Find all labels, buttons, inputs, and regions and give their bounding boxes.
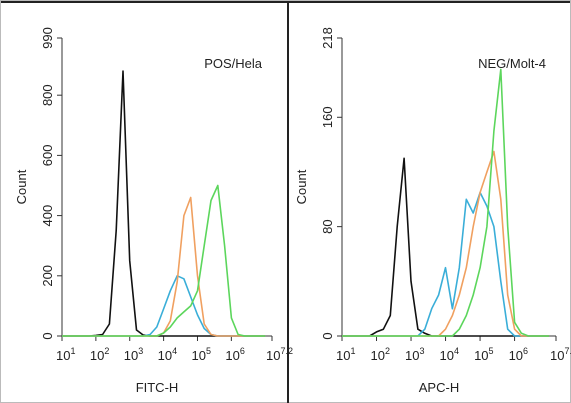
y-tick-label: 400 xyxy=(40,205,55,227)
x-tick-base: 10 xyxy=(336,348,350,363)
histogram-line xyxy=(342,150,550,337)
histogram-line xyxy=(342,157,550,337)
y-tick-label: 0 xyxy=(320,332,335,339)
x-tick-exponent: 1 xyxy=(70,346,75,356)
x-tick-label: 104 xyxy=(158,346,177,363)
x-tick-base: 10 xyxy=(474,348,488,363)
x-tick-exponent: 7.2 xyxy=(280,346,293,356)
histogram-line xyxy=(342,191,550,337)
y-axis-label: Count xyxy=(14,169,29,204)
x-tick-label: 103 xyxy=(124,346,143,363)
x-tick-exponent: 6 xyxy=(523,346,528,356)
x-tick-base: 10 xyxy=(509,348,523,363)
y-tick-label: 800 xyxy=(40,84,55,106)
x-tick-base: 10 xyxy=(266,348,280,363)
y-tick-label: 80 xyxy=(320,219,335,233)
x-tick-label: 104 xyxy=(440,346,459,363)
x-tick-exponent: 3 xyxy=(138,346,143,356)
x-tick-label: 105 xyxy=(474,346,493,363)
x-tick-label: 101 xyxy=(336,346,355,363)
x-tick-exponent: 4 xyxy=(454,346,459,356)
x-tick-exponent: 7.2 xyxy=(564,346,571,356)
x-tick-base: 10 xyxy=(56,348,70,363)
x-tick-exponent: 6 xyxy=(240,346,245,356)
y-tick-label: 0 xyxy=(40,332,55,339)
histogram-line xyxy=(62,184,266,337)
histogram-line xyxy=(62,70,266,337)
x-tick-exponent: 4 xyxy=(172,346,177,356)
x-tick-label: 107.2 xyxy=(266,346,293,363)
x-tick-base: 10 xyxy=(90,348,104,363)
y-tick-label: 990 xyxy=(40,27,55,49)
x-tick-base: 10 xyxy=(550,348,564,363)
x-tick-label: 103 xyxy=(405,346,424,363)
x-tick-exponent: 5 xyxy=(489,346,494,356)
x-axis-label: FITC-H xyxy=(136,380,179,395)
x-tick-label: 105 xyxy=(191,346,210,363)
x-tick-exponent: 1 xyxy=(350,346,355,356)
histogram-line xyxy=(342,68,550,337)
x-tick-label: 106 xyxy=(225,346,244,363)
x-tick-base: 10 xyxy=(405,348,419,363)
x-tick-base: 10 xyxy=(225,348,239,363)
x-tick-label: 101 xyxy=(56,346,75,363)
x-tick-label: 102 xyxy=(371,346,390,363)
x-tick-exponent: 5 xyxy=(206,346,211,356)
x-tick-base: 10 xyxy=(440,348,454,363)
y-tick-label: 218 xyxy=(320,27,335,49)
x-tick-exponent: 3 xyxy=(420,346,425,356)
y-tick-label: 600 xyxy=(40,145,55,167)
panel-title: NEG/Molt-4 xyxy=(478,56,546,71)
histogram-line xyxy=(62,196,266,337)
x-tick-label: 106 xyxy=(509,346,528,363)
x-tick-exponent: 2 xyxy=(104,346,109,356)
x-tick-label: 102 xyxy=(90,346,109,363)
x-tick-base: 10 xyxy=(158,348,172,363)
y-axis-label: Count xyxy=(294,169,309,204)
x-tick-exponent: 2 xyxy=(385,346,390,356)
y-tick-label: 160 xyxy=(320,106,335,128)
x-tick-base: 10 xyxy=(124,348,138,363)
x-tick-base: 10 xyxy=(191,348,205,363)
x-axis-label: APC-H xyxy=(419,380,459,395)
y-tick-label: 200 xyxy=(40,265,55,287)
x-tick-base: 10 xyxy=(371,348,385,363)
panel-title: POS/Hela xyxy=(204,56,263,71)
x-tick-label: 107.2 xyxy=(550,346,571,363)
